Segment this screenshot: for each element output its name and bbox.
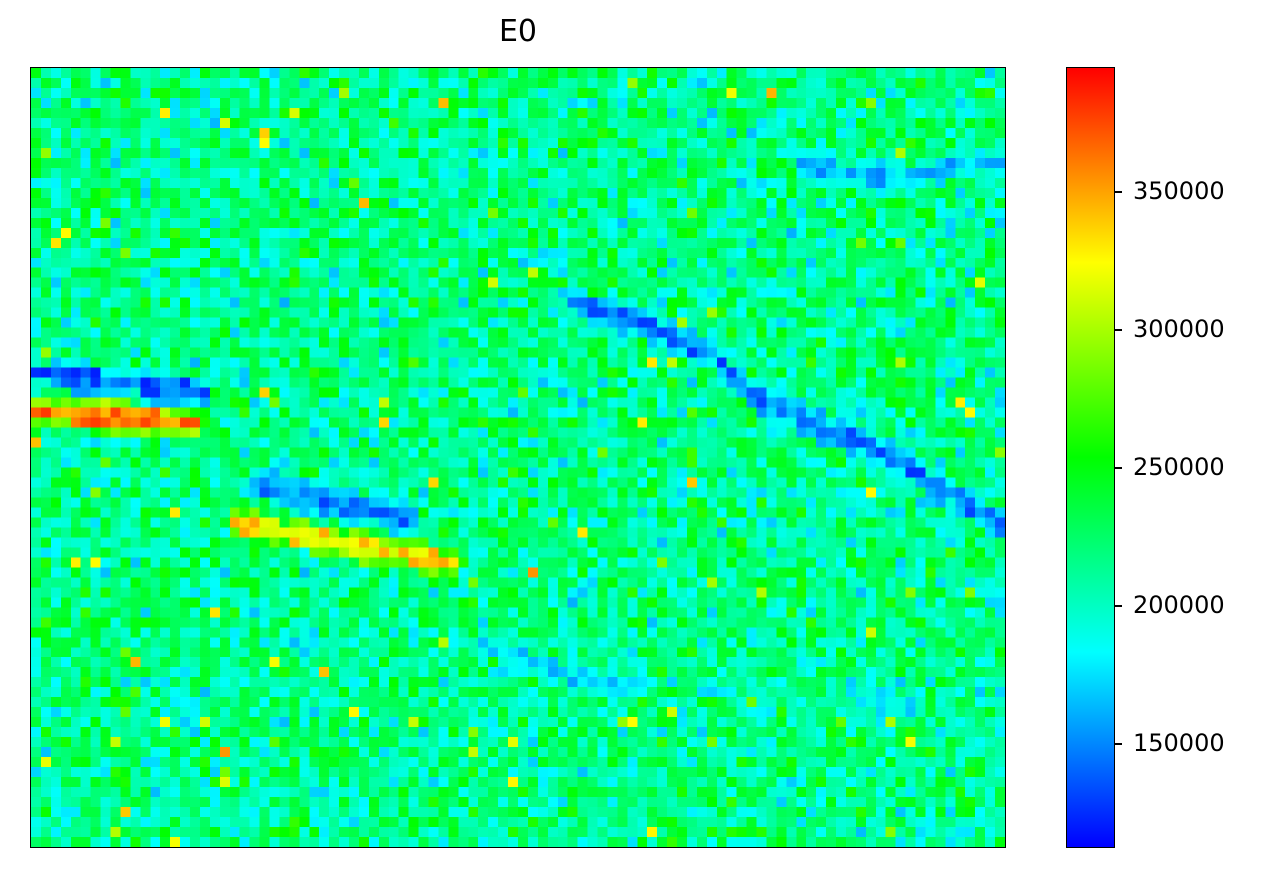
colorbar-tick	[1115, 329, 1122, 331]
heatmap-grid	[31, 68, 1005, 847]
heatmap-plot-area	[30, 67, 1006, 848]
colorbar-tick	[1115, 605, 1122, 607]
colorbar-tick-label: 300000	[1133, 317, 1225, 341]
colorbar-tick-label: 150000	[1133, 731, 1225, 755]
colorbar-tick-label: 200000	[1133, 593, 1225, 617]
chart-title: E0	[30, 14, 1006, 49]
colorbar-tick	[1115, 467, 1122, 469]
colorbar-tick-label: 350000	[1133, 179, 1225, 203]
colorbar	[1066, 67, 1115, 848]
colorbar-tick-label: 250000	[1133, 455, 1225, 479]
colorbar-tick	[1115, 191, 1122, 193]
colorbar-tick	[1115, 743, 1122, 745]
